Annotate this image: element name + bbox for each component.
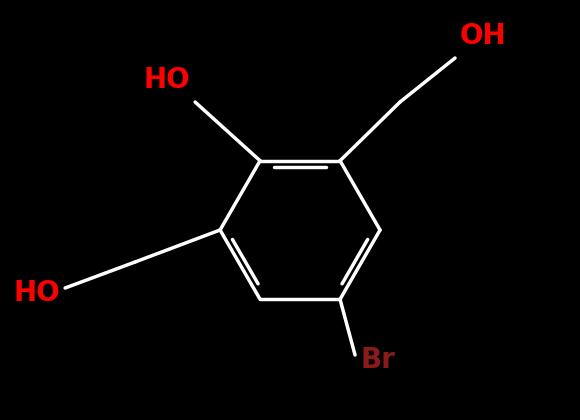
Text: Br: Br [360,346,395,374]
Text: HO: HO [143,66,190,94]
Text: HO: HO [13,279,60,307]
Text: OH: OH [460,22,507,50]
